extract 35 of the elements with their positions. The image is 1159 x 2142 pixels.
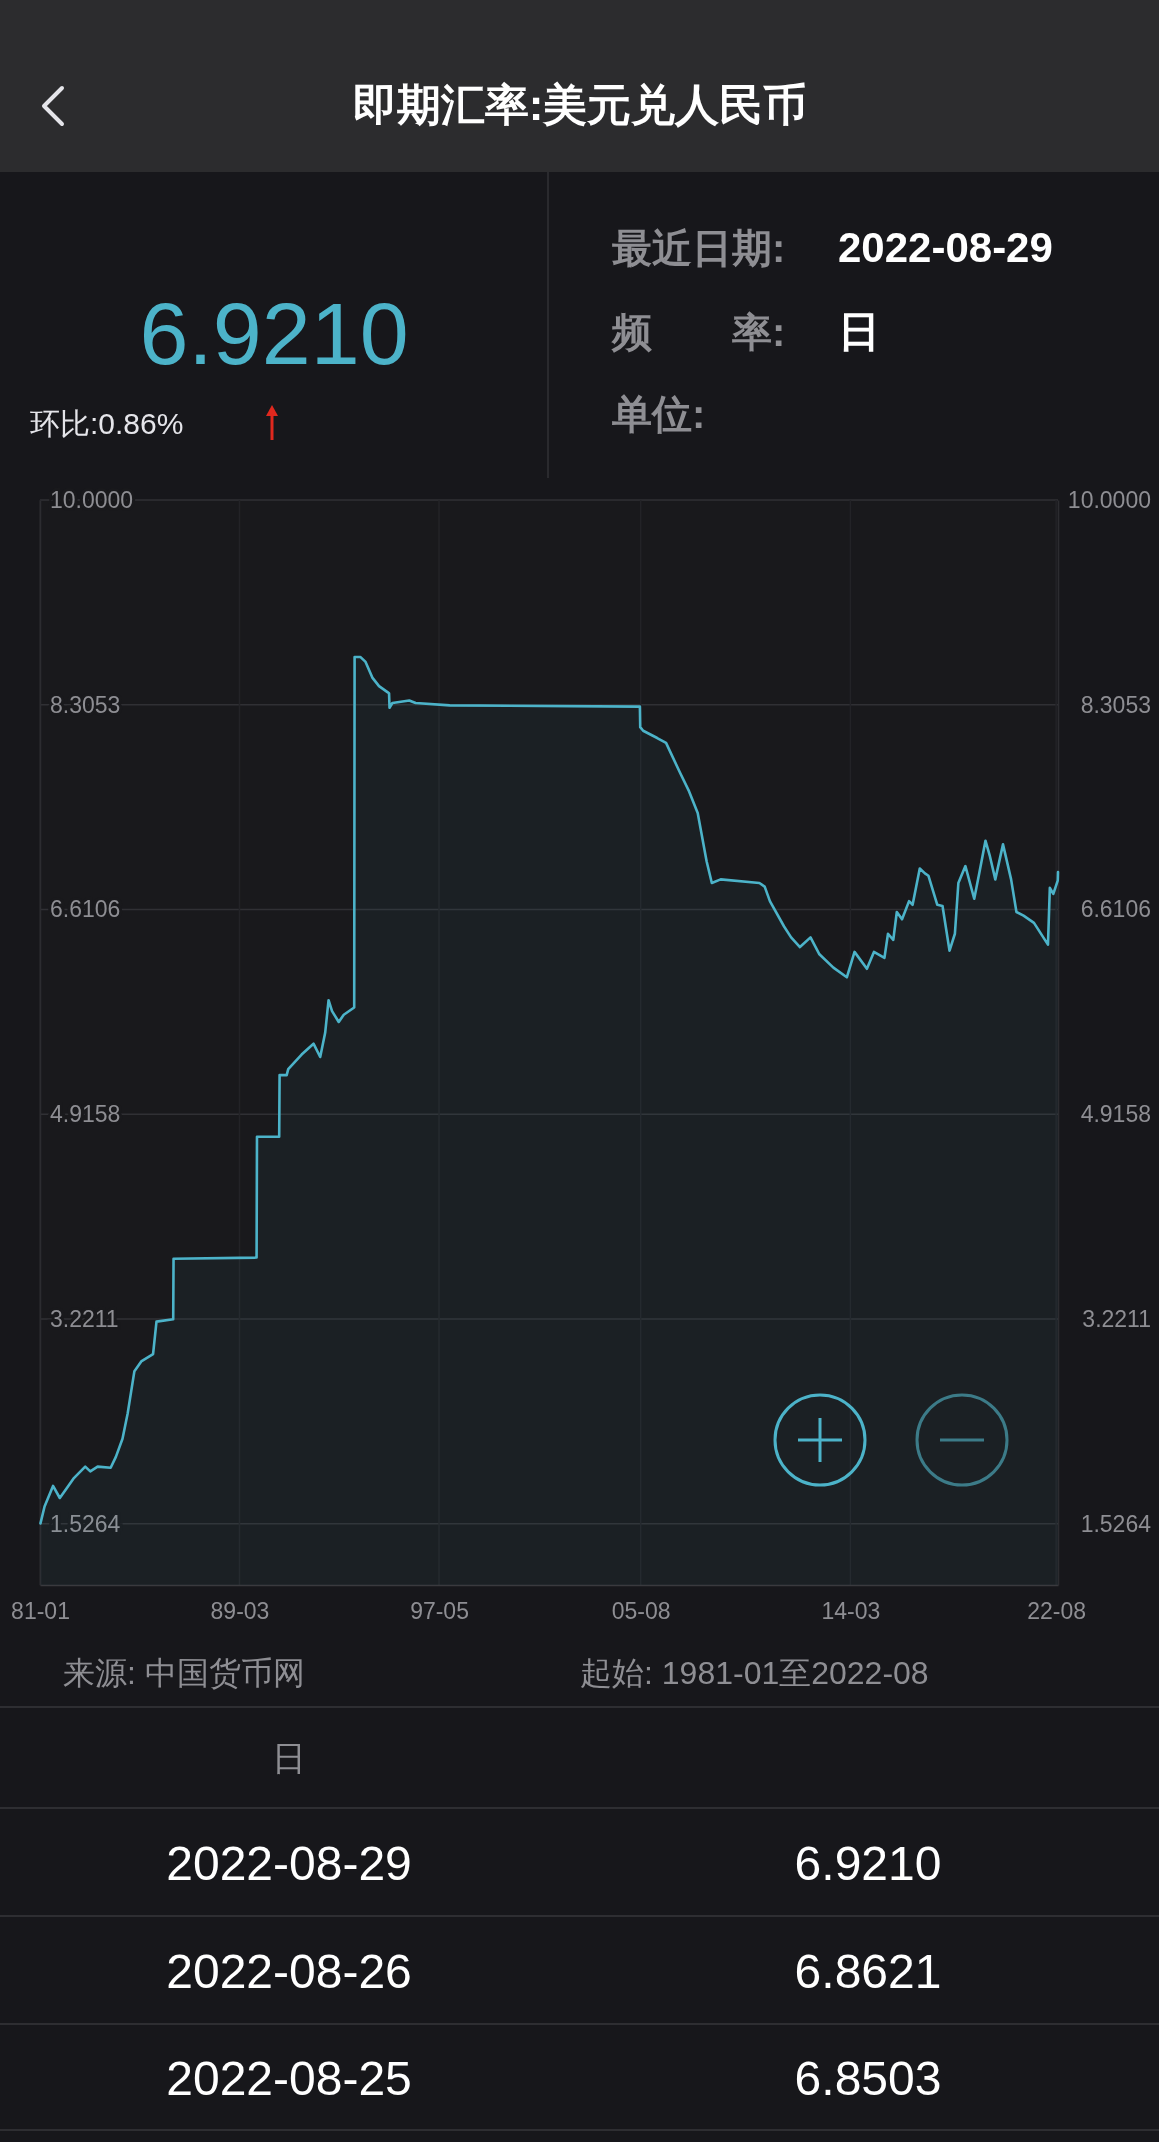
text: 环比:0.86% — [30, 407, 184, 440]
text: 日 — [272, 1739, 306, 1777]
y2-tick-label: 6.6106 — [1080, 896, 1151, 923]
text: 2022-08-29 — [166, 1837, 412, 1890]
y-tick-label: 1.5264 — [50, 1510, 121, 1537]
text: 2022-08-25 — [166, 2052, 412, 2105]
x-tick-label: 14-03 — [821, 1598, 881, 1625]
y2-tick-label: 4.9158 — [1080, 1101, 1151, 1128]
y2-tick-label: 10.0000 — [1067, 486, 1151, 513]
y2-tick-label: 3.2211 — [1082, 1305, 1151, 1332]
y-tick-label: 8.3053 — [50, 691, 121, 718]
x-tick-label: 97-05 — [410, 1598, 469, 1625]
text: 2022-08-26 — [166, 1945, 412, 1998]
y-tick-label: 10.0000 — [50, 486, 134, 513]
text: 日 — [838, 308, 880, 355]
x-tick-label: 81-01 — [11, 1598, 70, 1625]
text: 6.9210 — [139, 284, 409, 383]
text: 6.8503 — [794, 2052, 942, 2105]
x-tick-label: 89-03 — [210, 1598, 270, 1625]
text: 单位: — [611, 392, 706, 436]
text: 最近日期: — [612, 226, 786, 270]
text: 6.8621 — [794, 1945, 942, 1998]
x-tick-label: 05-08 — [611, 1598, 671, 1625]
y-tick-label: 6.6106 — [50, 896, 121, 923]
y-tick-label: 3.2211 — [50, 1305, 119, 1332]
y-tick-label: 4.9158 — [50, 1101, 121, 1128]
text: 起始: 1981-01至2022-08 — [580, 1655, 929, 1691]
text: 频 率: — [611, 310, 786, 354]
chart-title: 即期汇率:美元兑人民币 — [352, 80, 808, 129]
y2-tick-label: 8.3053 — [1080, 691, 1151, 718]
text: 6.9210 — [794, 1837, 942, 1890]
source-note: 来源: 中国货币网 — [63, 1655, 305, 1691]
text: 2022-08-29 — [838, 224, 1053, 271]
y2-tick-label: 1.5264 — [1080, 1510, 1152, 1537]
x-tick-label: 22-08 — [1027, 1598, 1087, 1625]
